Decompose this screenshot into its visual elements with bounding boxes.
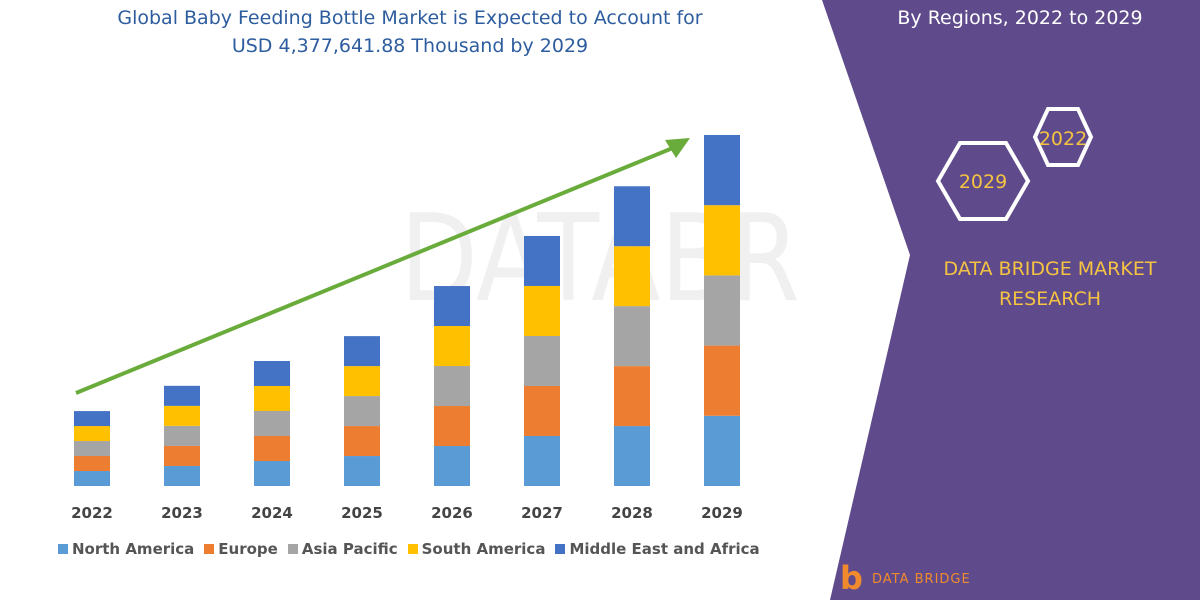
bar-segment-2028-middle-east-and-africa [614,186,650,247]
legend-swatch [287,544,298,554]
hexagon-2022 [1032,107,1094,167]
bar-segment-2022-asia-pacific [74,441,110,457]
title-line-2: USD 4,377,641.88 Thousand by 2029 [231,35,589,57]
title-line-1: Global Baby Feeding Bottle Market is Exp… [117,7,703,29]
bar-segment-2029-north-america [704,415,740,486]
x-tick-label: 2026 [431,504,473,522]
bar-segment-2022-south-america [74,426,110,442]
bar-segment-2025-south-america [344,366,380,397]
brand-name: DATA BRIDGE MARKET RESEARCH [920,254,1180,314]
bar-segment-2026-north-america [434,446,470,486]
chart-title: Global Baby Feeding Bottle Market is Exp… [20,4,800,60]
legend-swatch [204,544,215,554]
bar-segment-2028-north-america [614,426,650,486]
bar-segment-2025-north-america [344,456,380,486]
x-tick-label: 2027 [521,504,563,522]
bar-segment-2025-middle-east-and-africa [344,336,380,367]
logo-icon: b [840,559,863,597]
bar-segment-2024-europe [254,435,290,461]
bar-segment-2026-europe [434,406,470,447]
legend-label: North America [72,540,195,558]
x-tick-label: 2028 [611,504,653,522]
legend: North America Europe Asia Pacific South Ame… [58,540,760,558]
bar-segment-2027-south-america [524,285,560,336]
legend-item: Europe [204,540,278,558]
x-tick-label: 2025 [341,504,383,522]
right-title: By Regions, 2022 to 2029 [897,7,1143,29]
legend-swatch [555,544,566,554]
brand-line-1: DATA BRIDGE MARKET [943,258,1157,280]
legend-label: Middle East and Africa [569,540,760,558]
bar-segment-2026-asia-pacific [434,366,470,407]
legend-item: Asia Pacific [287,540,398,558]
logo-text: DATA BRIDGE [872,572,971,587]
bar-segment-2027-north-america [524,435,560,486]
legend-swatch [407,544,418,554]
bar-segment-2027-europe [524,385,560,436]
bar-segment-2024-south-america [254,385,290,411]
bar-segment-2028-asia-pacific [614,306,650,367]
bar-segment-2023-middle-east-and-africa [164,385,200,406]
bar-segment-2022-middle-east-and-africa [74,411,110,427]
legend-item: Middle East and Africa [555,540,760,558]
bar-segment-2023-north-america [164,465,200,486]
bar-segment-2026-middle-east-and-africa [434,286,470,327]
x-tick-label: 2024 [251,504,293,522]
x-ticks: 2022 2023 2024 2025 2026 2027 2028 2029 [71,504,743,522]
growth-arrow-line [75,143,681,395]
legend-label: South America [421,540,546,558]
bar-segment-2029-south-america [704,205,740,276]
bar-segment-2028-south-america [614,246,650,307]
bar-segment-2023-asia-pacific [164,425,200,446]
bar-segment-2029-middle-east-and-africa [704,135,740,206]
bar-segment-2024-north-america [254,460,290,486]
legend-item: North America [58,540,194,558]
right-panel [822,0,1200,600]
bar-segment-2025-asia-pacific [344,396,380,427]
legend-label: Asia Pacific [301,540,398,558]
bar-segment-2022-europe [74,456,110,472]
bar-segment-2029-asia-pacific [704,275,740,346]
bar-segment-2027-asia-pacific [524,335,560,386]
x-tick-label: 2029 [701,504,743,522]
bar-segment-2023-south-america [164,405,200,426]
bar-segment-2029-europe [704,345,740,416]
hex-label-2022: 2022 [1039,128,1087,150]
bar-segment-2023-europe [164,445,200,466]
x-tick-label: 2023 [161,504,203,522]
bar-segment-2026-south-america [434,326,470,367]
hexagon-2029 [935,141,1031,221]
bar-segment-2028-europe [614,366,650,427]
bar-segment-2022-north-america [74,471,110,486]
legend-item: South America [407,540,546,558]
bar-segment-2024-middle-east-and-africa [254,360,290,386]
bars [74,135,740,486]
legend-label: Europe [218,540,278,558]
brand-line-2: RESEARCH [998,288,1102,310]
growth-arrow-head [665,138,690,158]
bar-segment-2024-asia-pacific [254,410,290,436]
bar-segment-2025-europe [344,426,380,457]
hex-label-2029: 2029 [959,171,1007,193]
x-tick-label: 2022 [71,504,113,522]
bar-segment-2027-middle-east-and-africa [524,235,560,286]
legend-swatch [58,544,68,554]
